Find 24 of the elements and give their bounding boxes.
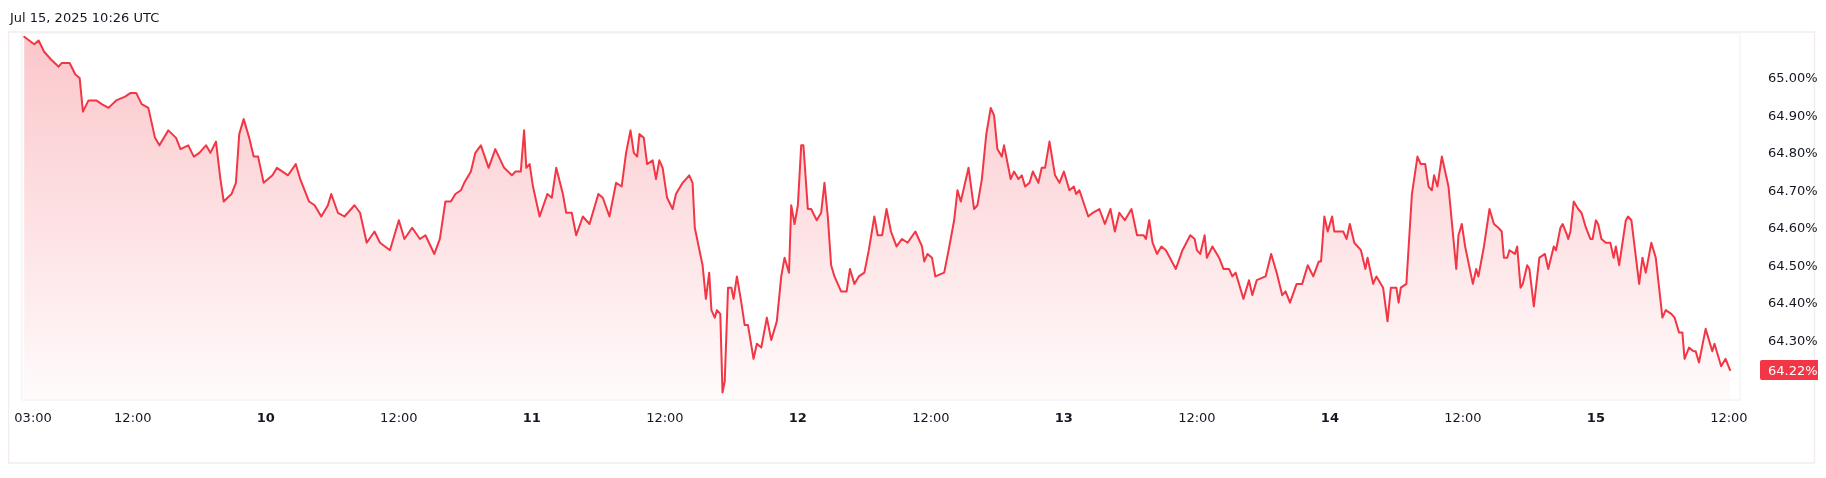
x-tick-label: 11 xyxy=(522,410,541,425)
x-tick-label: 03:00 xyxy=(14,410,52,425)
x-tick-label: 12:00 xyxy=(912,410,950,425)
y-tick-label: 64.90% xyxy=(1768,107,1818,123)
x-tick-label: 12:00 xyxy=(380,410,418,425)
x-tick-label: 12:00 xyxy=(646,410,684,425)
y-tick-label: 64.40% xyxy=(1768,295,1818,311)
x-tick-label: 12 xyxy=(788,410,807,425)
y-tick-label: 64.30% xyxy=(1768,332,1818,348)
y-tick-label: 64.60% xyxy=(1768,220,1818,236)
text: 64.22% xyxy=(1768,362,1818,378)
text: Jul 15, 2025 10:26 UTC xyxy=(9,10,160,25)
y-tick-label: 64.50% xyxy=(1768,257,1818,273)
x-tick-label: 14 xyxy=(1320,410,1339,425)
y-tick-label: 65.00% xyxy=(1768,70,1818,86)
x-tick-label: 10 xyxy=(256,410,275,425)
x-tick-label: 12:00 xyxy=(114,410,152,425)
x-tick-label: 12:00 xyxy=(1444,410,1482,425)
x-tick-label: 12:00 xyxy=(1178,410,1216,425)
y-tick-label: 64.70% xyxy=(1768,182,1818,198)
x-tick-label: 12:00 xyxy=(1710,410,1748,425)
x-tick-label: 15 xyxy=(1586,410,1605,425)
x-tick-label: 13 xyxy=(1054,410,1073,425)
y-tick-label: 64.80% xyxy=(1768,145,1818,161)
